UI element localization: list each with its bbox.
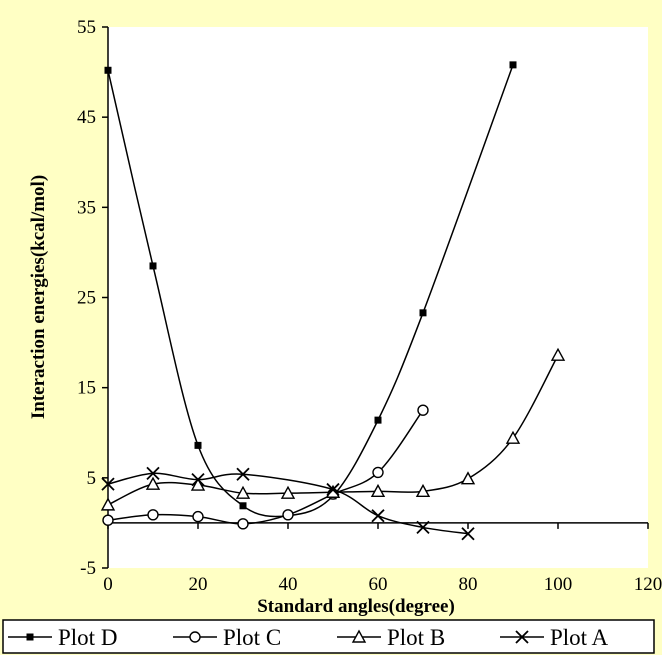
data-point (104, 66, 112, 74)
y-tick-label: 15 (77, 378, 96, 399)
data-point (419, 309, 427, 317)
data-point (415, 483, 431, 498)
data-point (191, 473, 205, 487)
legend-item: Plot A (500, 625, 609, 650)
data-point (145, 476, 161, 490)
x-tick-label: 20 (189, 574, 208, 595)
data-point (372, 466, 384, 479)
x-tick-label: 0 (103, 574, 113, 595)
y-tick-label: 5 (87, 468, 97, 489)
y-tick-label: 45 (77, 107, 96, 128)
data-point (102, 514, 114, 526)
legend-item: Plot D (8, 625, 117, 650)
legend-marker (515, 630, 529, 644)
data-point (460, 471, 476, 485)
data-point (194, 441, 202, 449)
data-point (550, 347, 566, 361)
legend-item: Plot B (337, 625, 445, 650)
x-tick-label: 60 (369, 574, 388, 595)
legend-label: Plot D (58, 625, 117, 650)
x-tick-label: 40 (279, 574, 298, 595)
data-point (146, 466, 160, 480)
data-point (235, 485, 251, 499)
x-axis-title: Standard angles(degree) (257, 596, 455, 617)
data-point (505, 430, 521, 444)
data-point (192, 510, 204, 523)
data-point (461, 527, 475, 541)
series-plot-c (102, 404, 429, 530)
legend-label: Plot C (223, 625, 281, 650)
legend-item: Plot C (173, 625, 281, 650)
y-tick-label: -5 (80, 558, 96, 579)
data-point (236, 467, 250, 481)
data-point (374, 416, 382, 424)
legend-marker (26, 633, 34, 641)
legend-marker (189, 631, 201, 643)
data-point (326, 482, 340, 497)
data-point (282, 509, 294, 521)
y-tick-label: 35 (77, 197, 96, 218)
data-point (149, 262, 157, 270)
data-point (190, 477, 206, 491)
data-point (370, 483, 386, 498)
legend-marker (351, 629, 367, 643)
data-point (417, 404, 429, 416)
y-tick-label: 25 (77, 288, 96, 309)
legend-label: Plot A (550, 625, 609, 650)
x-tick-label: 120 (634, 574, 662, 595)
data-point (509, 61, 517, 69)
x-tick-label: 80 (459, 574, 478, 595)
data-point (280, 485, 296, 499)
legend: Plot D Plot C Plot B Plot A (2, 619, 655, 654)
data-point (239, 502, 247, 510)
x-tick-label: 100 (544, 574, 573, 595)
series-plot-a (101, 466, 475, 541)
data-point (237, 518, 249, 530)
data-point (371, 509, 385, 523)
data-point (100, 497, 116, 511)
data-point (101, 477, 115, 491)
y-axis-title: Interaction energies(kcal/mol) (28, 175, 49, 419)
legend-label: Plot B (387, 625, 445, 650)
data-point (416, 520, 430, 535)
y-tick-label: 55 (77, 17, 96, 38)
data-point (147, 509, 159, 521)
series-line (107, 472, 469, 535)
legend-box (2, 619, 655, 654)
